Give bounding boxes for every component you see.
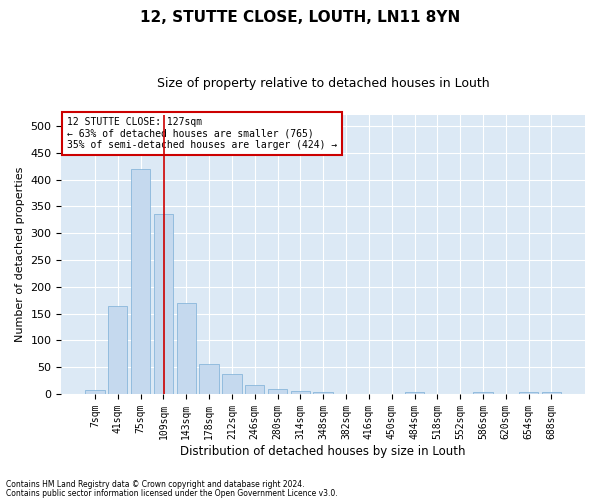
Bar: [85, 390, 104, 394]
Bar: [405, 392, 424, 394]
Bar: [199, 364, 219, 394]
Text: 12, STUTTE CLOSE, LOUTH, LN11 8YN: 12, STUTTE CLOSE, LOUTH, LN11 8YN: [140, 10, 460, 25]
X-axis label: Distribution of detached houses by size in Louth: Distribution of detached houses by size …: [181, 444, 466, 458]
Title: Size of property relative to detached houses in Louth: Size of property relative to detached ho…: [157, 78, 490, 90]
Bar: [108, 306, 127, 394]
Bar: [268, 388, 287, 394]
Bar: [245, 385, 265, 394]
Bar: [154, 214, 173, 394]
Text: Contains HM Land Registry data © Crown copyright and database right 2024.: Contains HM Land Registry data © Crown c…: [6, 480, 305, 489]
Bar: [473, 392, 493, 394]
Bar: [131, 169, 150, 394]
Bar: [542, 392, 561, 394]
Bar: [519, 392, 538, 394]
Bar: [313, 392, 333, 394]
Text: Contains public sector information licensed under the Open Government Licence v3: Contains public sector information licen…: [6, 488, 338, 498]
Text: 12 STUTTE CLOSE: 127sqm
← 63% of detached houses are smaller (765)
35% of semi-d: 12 STUTTE CLOSE: 127sqm ← 63% of detache…: [67, 116, 337, 150]
Bar: [222, 374, 242, 394]
Bar: [290, 392, 310, 394]
Bar: [176, 303, 196, 394]
Y-axis label: Number of detached properties: Number of detached properties: [15, 167, 25, 342]
